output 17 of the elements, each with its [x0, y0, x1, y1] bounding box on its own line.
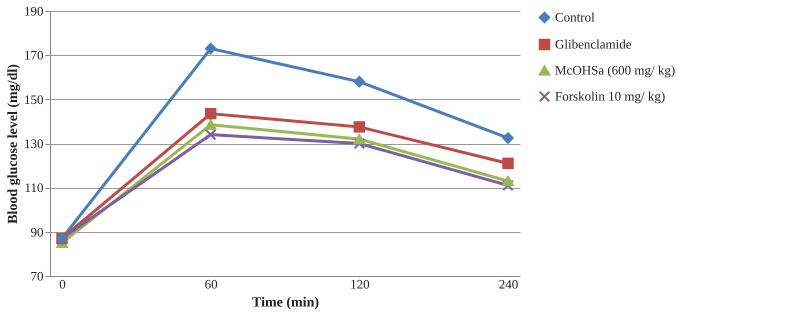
- y-tick-label: 110: [24, 180, 44, 196]
- y-tick-label: 90: [30, 224, 44, 240]
- legend-label: Glibenclamide: [555, 36, 632, 52]
- x-tick-label: 120: [350, 276, 370, 292]
- x-tick-label: 240: [498, 276, 518, 292]
- legend-label: Control: [555, 10, 596, 24]
- legend-label: Forskolin 10 mg/ kg): [555, 88, 666, 104]
- x-axis-title: Time (min): [252, 296, 320, 310]
- x-tick-label: 60: [204, 276, 218, 292]
- y-tick-label: 70: [30, 268, 44, 284]
- y-tick-label: 150: [24, 92, 44, 107]
- x-tick-label: 0: [59, 276, 66, 292]
- y-axis-title: Blood glucose level (mg/dl): [6, 64, 21, 224]
- y-tick-label: 130: [24, 136, 44, 151]
- legend-label: McOHSa (600 mg/ kg): [555, 62, 676, 78]
- y-tick-label: 190: [24, 4, 44, 18]
- y-tick-label: 170: [24, 48, 44, 63]
